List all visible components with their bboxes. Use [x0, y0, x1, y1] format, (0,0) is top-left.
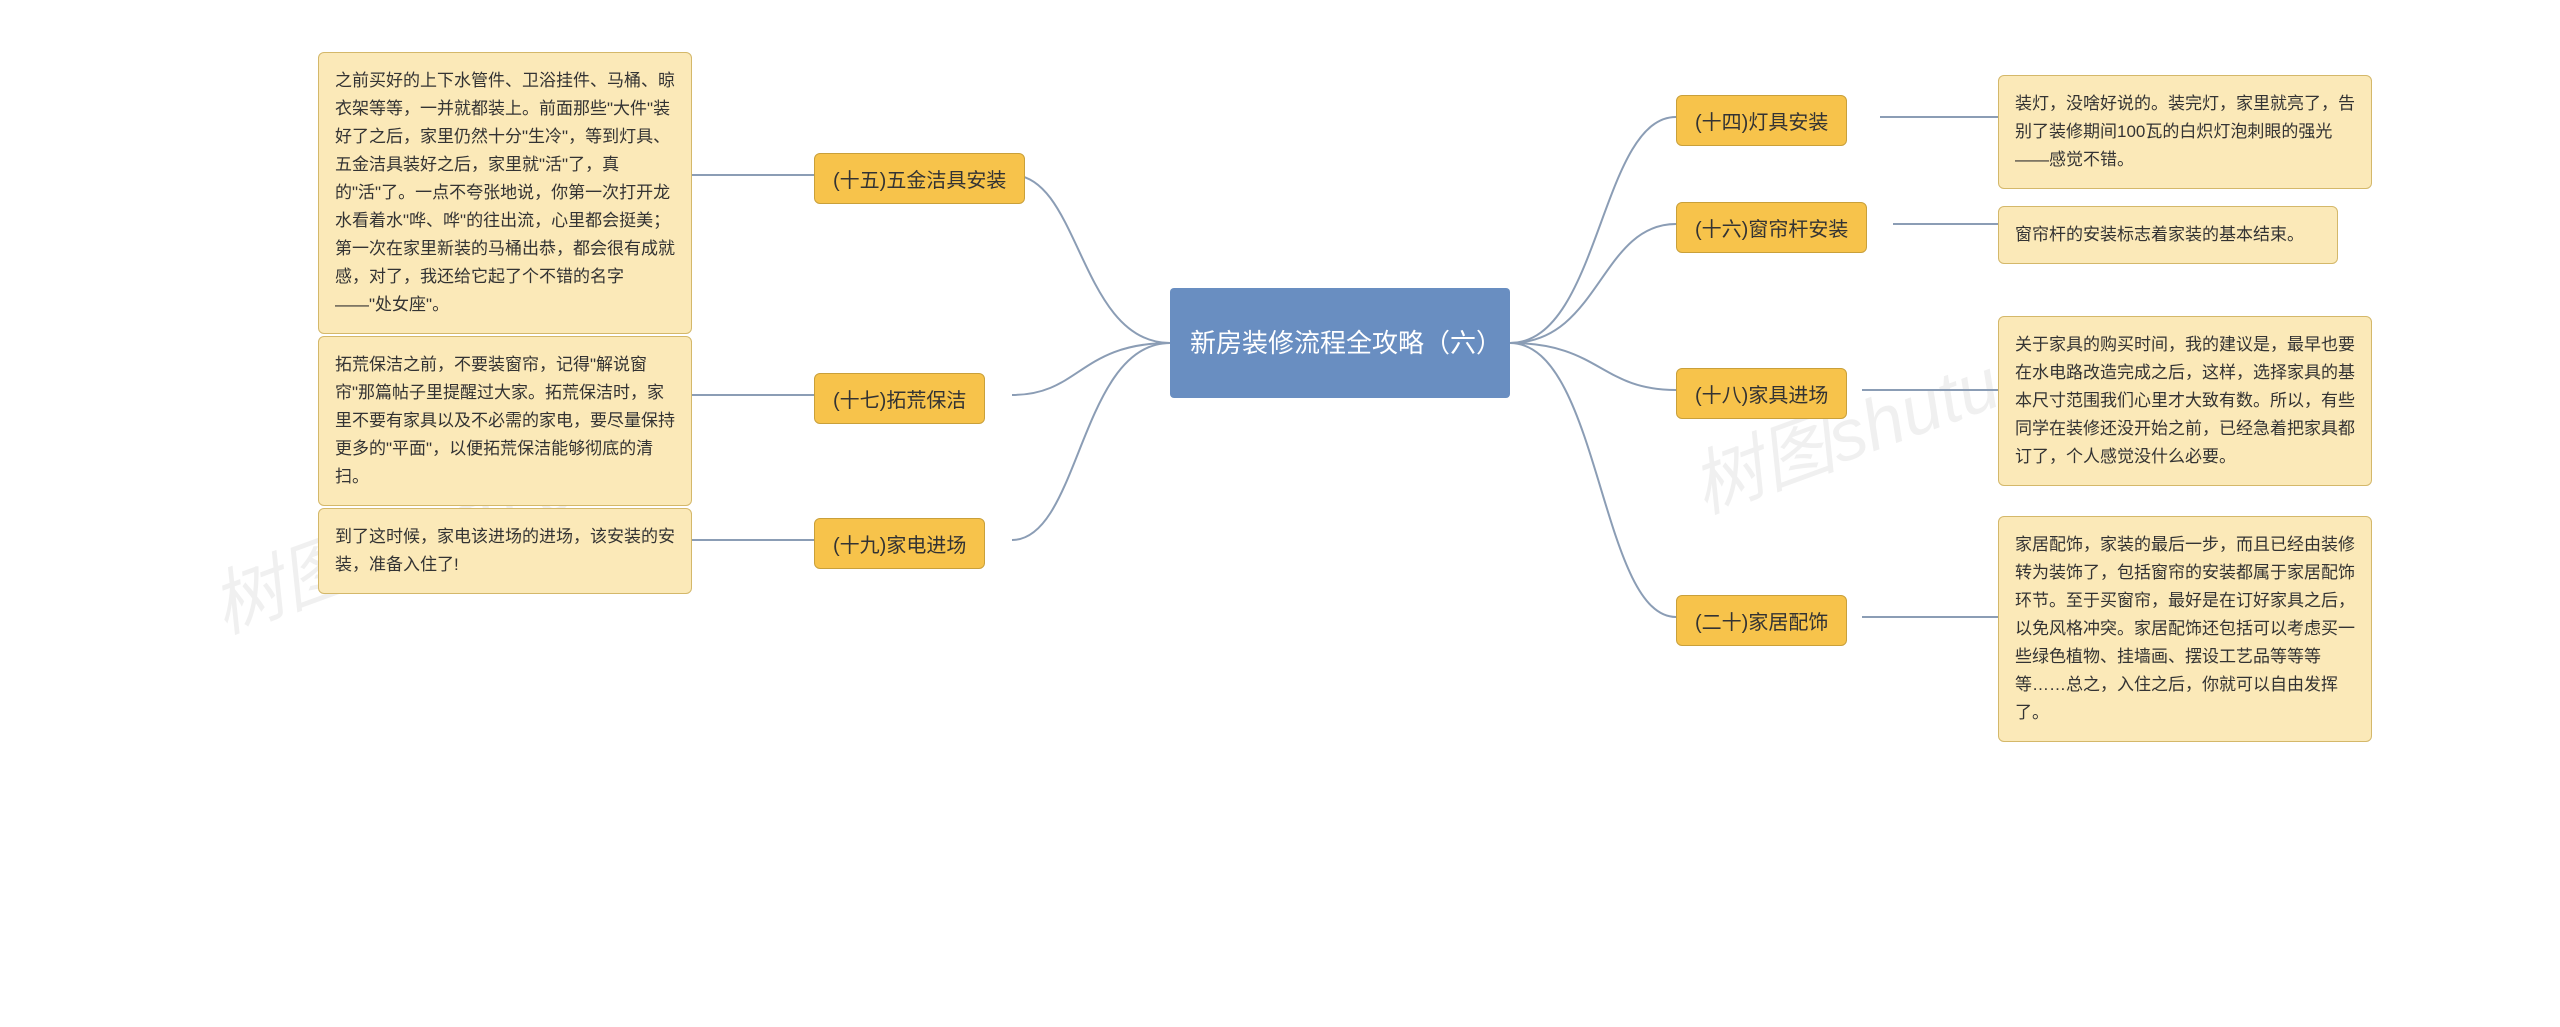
mindmap-canvas: 树图shutu.cn 树图shutu.cn 新房装修流程全攻略（六） (十五)五… [0, 0, 2560, 1027]
detail-n19: 到了这时候，家电该进场的进场，该安装的安装，准备入住了! [318, 508, 692, 594]
detail-n17: 拓荒保洁之前，不要装窗帘，记得"解说窗帘"那篇帖子里提醒过大家。拓荒保洁时，家里… [318, 336, 692, 506]
branch-n18: (十八)家具进场 [1676, 368, 1847, 419]
branch-n16: (十六)窗帘杆安装 [1676, 202, 1867, 253]
branch-n15: (十五)五金洁具安装 [814, 153, 1025, 204]
detail-n20: 家居配饰，家装的最后一步，而且已经由装修转为装饰了，包括窗帘的安装都属于家居配饰… [1998, 516, 2372, 742]
detail-n18: 关于家具的购买时间，我的建议是，最早也要在水电路改造完成之后，这样，选择家具的基… [1998, 316, 2372, 486]
branch-n14: (十四)灯具安装 [1676, 95, 1847, 146]
detail-n14: 装灯，没啥好说的。装完灯，家里就亮了，告别了装修期间100瓦的白炽灯泡刺眼的强光… [1998, 75, 2372, 189]
detail-n15: 之前买好的上下水管件、卫浴挂件、马桶、晾衣架等等，一并就都装上。前面那些"大件"… [318, 52, 692, 334]
branch-n19: (十九)家电进场 [814, 518, 985, 569]
branch-n17: (十七)拓荒保洁 [814, 373, 985, 424]
detail-n16: 窗帘杆的安装标志着家装的基本结束。 [1998, 206, 2338, 264]
center-node: 新房装修流程全攻略（六） [1170, 288, 1510, 398]
branch-n20: (二十)家居配饰 [1676, 595, 1847, 646]
